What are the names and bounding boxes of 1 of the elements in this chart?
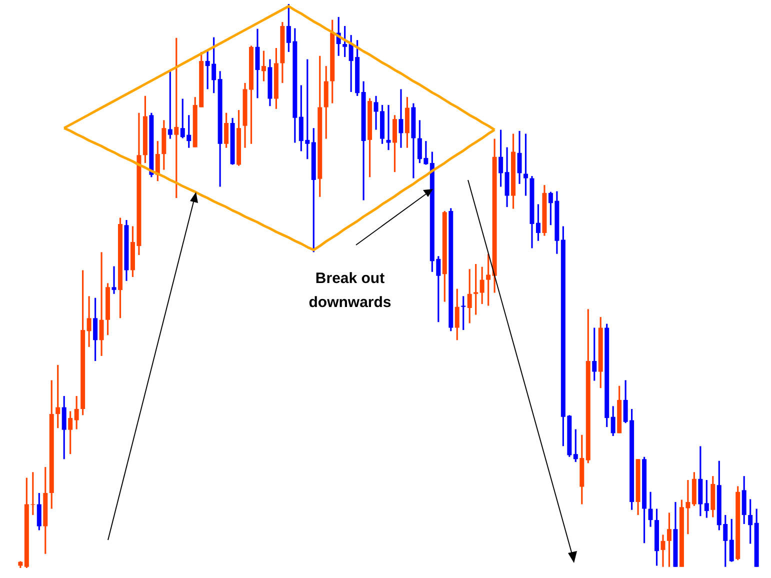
annotation: Break out downwards [308, 270, 392, 311]
